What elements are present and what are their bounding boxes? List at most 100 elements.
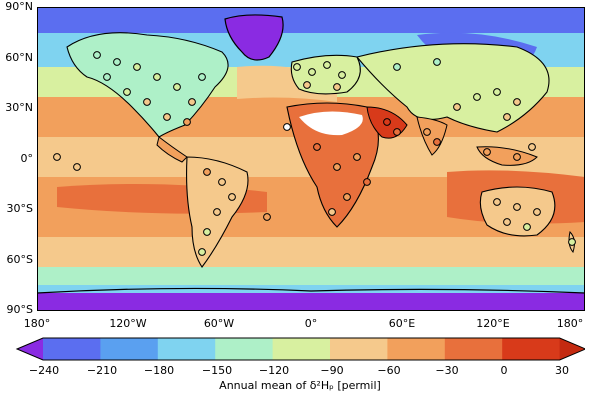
colorbar-outline [15, 337, 585, 361]
station-marker [73, 163, 81, 171]
sahara-white [299, 111, 363, 136]
greenland [224, 14, 284, 61]
colorbar-segment [157, 338, 216, 360]
station-marker [363, 178, 371, 186]
colorbar-segment [272, 338, 331, 360]
colorbar-segment [215, 338, 274, 360]
station-marker [353, 153, 361, 161]
station-marker [333, 163, 341, 171]
lon-tick-label: 0° [304, 317, 318, 330]
station-marker [473, 93, 481, 101]
india [416, 116, 448, 156]
lon-tick-label: 60°E [388, 317, 416, 330]
station-marker [433, 58, 441, 66]
station-marker [133, 63, 141, 71]
colorbar-extend-low [17, 338, 43, 360]
colorbar-tick-label: −30 [435, 364, 459, 377]
colorbar-tick-label: −120 [258, 364, 290, 377]
station-marker [323, 61, 331, 69]
colorbar-tick-label: −150 [201, 364, 233, 377]
station-marker [228, 193, 236, 201]
station-marker [528, 143, 536, 151]
station-marker [493, 88, 501, 96]
band-temperate-s [37, 237, 585, 267]
station-marker [203, 168, 211, 176]
station-marker [53, 153, 61, 161]
asia [356, 43, 550, 133]
colorbar-segment [444, 338, 503, 360]
station-marker [173, 83, 181, 91]
station-marker [198, 248, 206, 256]
lat-tick-label: 60°N [5, 51, 33, 64]
map-panel [37, 7, 585, 311]
station-marker [293, 63, 301, 71]
station-marker [503, 218, 511, 226]
station-marker [393, 128, 401, 136]
colorbar-tick-label: 30 [555, 364, 569, 377]
lat-tick-label: 30°N [5, 101, 33, 114]
station-marker [453, 103, 461, 111]
colorbar [15, 337, 585, 361]
station-marker [423, 128, 431, 136]
colorbar-segment [387, 338, 446, 360]
lon-tick-label: 180° [556, 317, 584, 330]
station-marker [303, 81, 311, 89]
station-marker [308, 68, 316, 76]
station-marker [568, 238, 576, 246]
lat-tick-label: 30°S [6, 202, 33, 215]
station-marker [393, 63, 401, 71]
station-marker [513, 153, 521, 161]
colorbar-tick-label: −180 [143, 364, 175, 377]
station-marker [93, 51, 101, 59]
station-marker [338, 71, 346, 79]
station-marker [203, 228, 211, 236]
station-marker [213, 208, 221, 216]
colorbar-tick-label: 0 [500, 364, 508, 377]
band-antarctic-edge [37, 285, 585, 293]
colorbar-tick-label: −60 [377, 364, 401, 377]
station-marker [183, 118, 191, 126]
lat-tick-label: 90°N [5, 0, 33, 13]
colorbar-tick-label: −90 [320, 364, 344, 377]
colorbar-segment [330, 338, 388, 360]
station-marker [343, 193, 351, 201]
lat-tick-label: 0° [20, 152, 34, 165]
station-marker [483, 148, 491, 156]
station-marker [523, 223, 531, 231]
band-arctic [37, 7, 585, 33]
station-marker [198, 73, 206, 81]
lat-tick-label: 90°S [6, 303, 33, 316]
africa [286, 102, 379, 228]
station-marker [283, 123, 291, 131]
station-marker [143, 98, 151, 106]
station-markers [53, 51, 576, 256]
station-marker [383, 118, 391, 126]
station-marker [153, 73, 161, 81]
colorbar-tick-label: −210 [86, 364, 118, 377]
maritime-se-asia [476, 146, 538, 166]
colorbar-segment [502, 338, 561, 360]
station-marker [433, 138, 441, 146]
station-marker [493, 198, 501, 206]
station-marker [313, 143, 321, 151]
station-marker [113, 58, 121, 66]
band-antarctica [37, 293, 585, 311]
colorbar-extend-high [559, 338, 585, 360]
station-marker [163, 113, 171, 121]
lon-tick-label: 180° [23, 317, 51, 330]
station-marker [328, 208, 336, 216]
colorbar-label: Annual mean of δ²Hₚ [permil] [219, 379, 381, 392]
station-marker [513, 98, 521, 106]
map-border [37, 7, 585, 311]
antarctica-coast [37, 287, 585, 294]
lon-tick-label: 120°E [476, 317, 510, 330]
lat-tick-label: 60°S [6, 253, 33, 266]
station-marker [103, 73, 111, 81]
colorbar-tick-label: −240 [28, 364, 60, 377]
colorbar-segment [100, 338, 159, 360]
station-marker [123, 88, 131, 96]
lon-tick-label: 120°W [109, 317, 147, 330]
isotope-map [37, 7, 585, 311]
station-marker [218, 178, 226, 186]
europe [290, 54, 361, 95]
